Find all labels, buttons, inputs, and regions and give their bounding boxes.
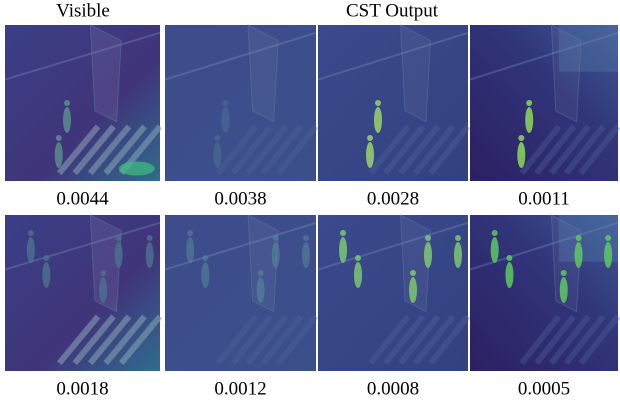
image-panel (165, 215, 316, 371)
image-panel (470, 215, 618, 371)
pedestrian-head (202, 255, 208, 261)
pedestrian-head (303, 235, 309, 241)
pedestrian (409, 277, 417, 303)
pedestrian (505, 262, 513, 288)
pedestrian (55, 142, 63, 168)
score-label: 0.0012 (214, 378, 266, 399)
pedestrian-head (214, 135, 220, 141)
pedestrian (63, 107, 71, 133)
score-label: 0.0028 (367, 188, 419, 209)
image-panel (318, 215, 468, 371)
building (90, 25, 121, 122)
pedestrian (374, 107, 382, 133)
score-label: 0.0018 (56, 378, 108, 399)
image-panel (318, 25, 468, 181)
pedestrian-head (375, 100, 381, 106)
pedestrian (491, 237, 499, 263)
pedestrian-head (367, 135, 373, 141)
pedestrian (354, 262, 362, 288)
pedestrian (27, 237, 35, 263)
pedestrian-head (28, 230, 34, 236)
pedestrian-head (273, 235, 279, 241)
pedestrian (42, 262, 50, 288)
pedestrian (517, 142, 525, 168)
bright-sky (559, 25, 618, 72)
pedestrian (525, 107, 533, 133)
pedestrian-head (518, 135, 524, 141)
pedestrian (424, 242, 432, 268)
pedestrian-head (605, 235, 611, 241)
pedestrian (146, 242, 154, 268)
pedestrian-head (43, 255, 49, 261)
pedestrian-head (147, 235, 153, 241)
pedestrian (186, 237, 194, 263)
pedestrian (257, 277, 265, 303)
image-panel (5, 215, 160, 371)
pedestrian-head (425, 235, 431, 241)
pedestrian-head (100, 270, 106, 276)
pedestrian (339, 237, 347, 263)
score-label: 0.0008 (367, 378, 419, 399)
image-panel (165, 25, 316, 181)
pedestrian-head (64, 100, 70, 106)
pedestrian-head (506, 255, 512, 261)
pedestrian (272, 242, 280, 268)
pedestrian-head (258, 270, 264, 276)
score-label: 0.0044 (56, 188, 109, 209)
pedestrian (201, 262, 209, 288)
pedestrian-head (410, 270, 416, 276)
score-label: 0.0005 (518, 378, 570, 399)
pedestrian-head (222, 100, 228, 106)
pedestrian (221, 107, 229, 133)
pedestrian (575, 242, 583, 268)
pedestrian-head (492, 230, 498, 236)
pedestrian (560, 277, 568, 303)
pedestrian (604, 242, 612, 268)
pedestrian (213, 142, 221, 168)
column-header: Visible (56, 0, 110, 21)
pedestrian (115, 242, 123, 268)
pedestrian-head (561, 270, 567, 276)
bright-spot (119, 162, 155, 176)
pedestrian-head (116, 235, 122, 241)
column-header: CST Output (346, 0, 439, 21)
pedestrian-head (576, 235, 582, 241)
building (401, 25, 431, 122)
pedestrian (302, 242, 310, 268)
pedestrian-head (355, 255, 361, 261)
pedestrian-head (340, 230, 346, 236)
pedestrian-head (56, 135, 62, 141)
figure: Visible CST Output 0.0044 0.0038 0.0028 0.0… (0, 0, 620, 404)
pedestrian-head (526, 100, 532, 106)
building (248, 25, 278, 122)
pedestrian (454, 242, 462, 268)
pedestrian-head (455, 235, 461, 241)
image-panel (5, 25, 160, 181)
pedestrian-head (187, 230, 193, 236)
pedestrian (366, 142, 374, 168)
score-label: 0.0038 (214, 188, 266, 209)
pedestrian (99, 277, 107, 303)
score-label: 0.0011 (518, 188, 570, 209)
image-panel (470, 25, 618, 181)
